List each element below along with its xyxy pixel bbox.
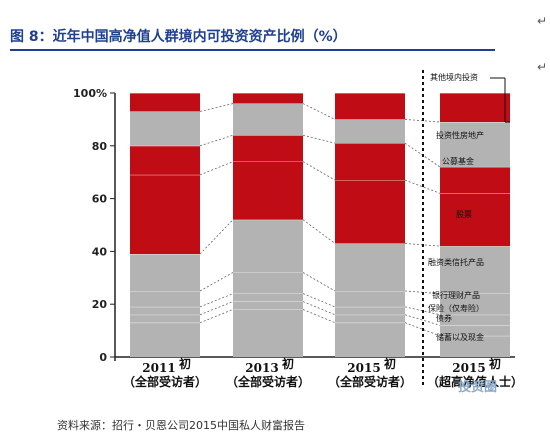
y-tick-label: 60 xyxy=(92,193,108,206)
series-annotation: 债券 xyxy=(436,313,452,323)
bar-segment xyxy=(130,254,200,291)
bar-segment xyxy=(335,119,405,144)
series-annotation: 保险（仅寿险） xyxy=(428,303,484,313)
series-annotation: 投资性房地产 xyxy=(436,130,484,140)
category-suffix: 初 xyxy=(282,356,294,371)
series-connector xyxy=(199,134,234,147)
series-annotation: 公募基金 xyxy=(442,156,474,166)
bar-segment xyxy=(233,135,303,162)
series-annotation: 股票 xyxy=(456,210,472,219)
bar-segment xyxy=(335,314,405,323)
series-connector xyxy=(302,161,336,181)
category-suffix: 初 xyxy=(489,356,501,371)
bar-segment xyxy=(440,166,510,194)
bar-segment xyxy=(130,145,200,175)
bar-segment xyxy=(233,309,303,357)
series-connector xyxy=(199,219,234,255)
source-note: 资料来源：招行・贝恩公司2015中国私人财富报告 xyxy=(57,419,305,432)
bar-segment xyxy=(335,93,405,120)
series-connector xyxy=(302,219,336,244)
y-tick-label: 0 xyxy=(99,351,107,364)
chart-title: 图 8：近年中国高净值人群境内可投资资产比例（%） xyxy=(10,29,347,45)
series-connector xyxy=(302,301,336,316)
bar-segment xyxy=(335,180,405,244)
bar-segment xyxy=(440,93,510,123)
bar-segment xyxy=(233,93,303,104)
y-tick-label: 80 xyxy=(92,140,108,153)
bar-segment xyxy=(130,174,200,255)
bar-segment xyxy=(335,143,405,181)
series-annotation: 融资类信托产品 xyxy=(428,257,484,267)
series-connector xyxy=(302,309,336,324)
bar-segment xyxy=(335,291,405,307)
bar-segment xyxy=(130,111,200,146)
bar-segment xyxy=(130,93,200,112)
category-year: 2011 xyxy=(142,361,175,375)
series-connector xyxy=(199,161,234,176)
category-subtitle: （全部受访者） xyxy=(328,374,412,389)
bar-segment xyxy=(335,243,405,291)
series-connector xyxy=(199,309,234,324)
bar-segment xyxy=(335,306,405,315)
category-year: 2013 xyxy=(245,361,278,375)
watermark: 投资圈 xyxy=(458,380,498,395)
bar-segment xyxy=(440,314,510,326)
series-connector xyxy=(199,272,234,292)
bar-segment xyxy=(130,291,200,307)
y-tick-label: 100% xyxy=(73,87,107,100)
series-connector xyxy=(199,293,234,308)
series-annotation: 银行理财产品 xyxy=(432,290,480,300)
series-connector xyxy=(199,301,234,316)
series-connector xyxy=(302,293,336,308)
paragraph-mark-icon: ↵ xyxy=(537,60,548,74)
bar-segment xyxy=(440,335,510,357)
y-tick-label: 40 xyxy=(92,245,108,258)
bar-segment xyxy=(440,122,510,167)
category-year: 2015 xyxy=(347,361,380,375)
bar-segment xyxy=(233,293,303,302)
bar-segment xyxy=(335,322,405,357)
category-suffix: 初 xyxy=(384,356,396,371)
bar-segment xyxy=(233,301,303,310)
bar-segment xyxy=(233,161,303,220)
category-subtitle: （超高净值人士） xyxy=(427,374,523,389)
category-year: 2015 xyxy=(452,361,485,375)
bar-segment xyxy=(130,322,200,357)
bar-segment xyxy=(440,293,510,315)
bar-segment xyxy=(233,272,303,294)
bar-segment xyxy=(130,314,200,323)
title-rule xyxy=(10,49,495,51)
category-subtitle: （全部受访者） xyxy=(226,374,310,389)
bar-segment xyxy=(233,219,303,273)
bar-segment xyxy=(233,103,303,136)
series-connector xyxy=(199,103,234,112)
series-connector xyxy=(302,272,336,292)
category-subtitle: （全部受访者） xyxy=(123,374,207,389)
y-tick-label: 20 xyxy=(92,298,108,311)
bar-segment xyxy=(130,306,200,315)
bar-segment xyxy=(440,325,510,336)
series-connector xyxy=(302,134,336,144)
series-annotation: 其他境内投资 xyxy=(430,72,478,82)
paragraph-mark-icon: ↵ xyxy=(537,14,548,28)
category-suffix: 初 xyxy=(179,356,191,371)
series-connector xyxy=(302,103,336,120)
bar-segment xyxy=(440,193,510,247)
series-annotation: 储蓄以及现金 xyxy=(436,332,484,342)
bar-segment xyxy=(440,246,510,294)
